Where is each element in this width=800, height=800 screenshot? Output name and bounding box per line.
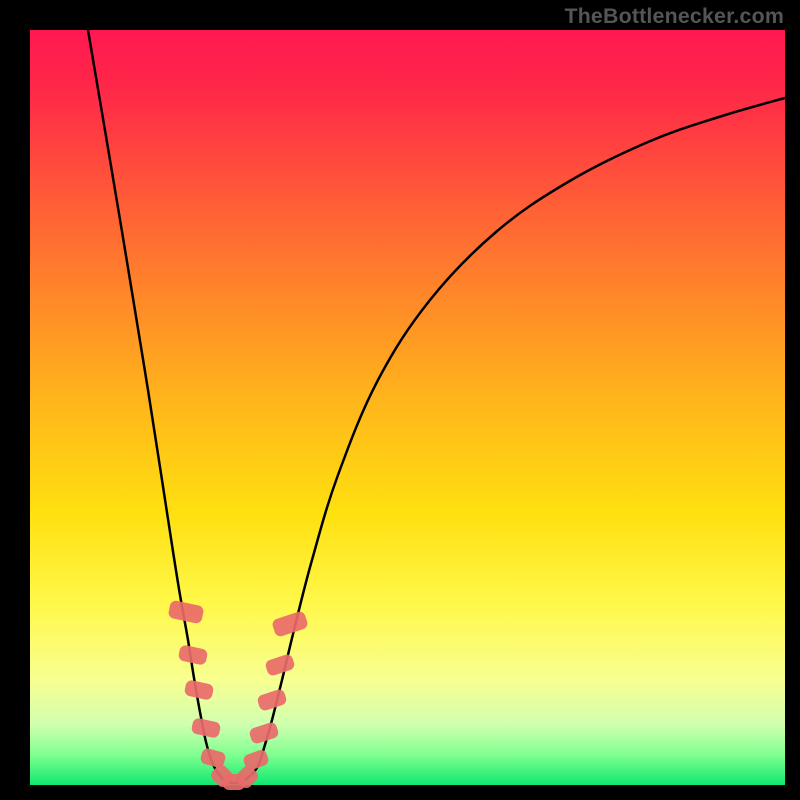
border-bottom <box>0 785 800 800</box>
border-right <box>785 0 800 800</box>
watermark-text: TheBottlenecker.com <box>564 4 784 29</box>
border-left <box>0 0 30 800</box>
chart-plot-area <box>30 30 785 785</box>
chart-frame: TheBottlenecker.com <box>0 0 800 800</box>
